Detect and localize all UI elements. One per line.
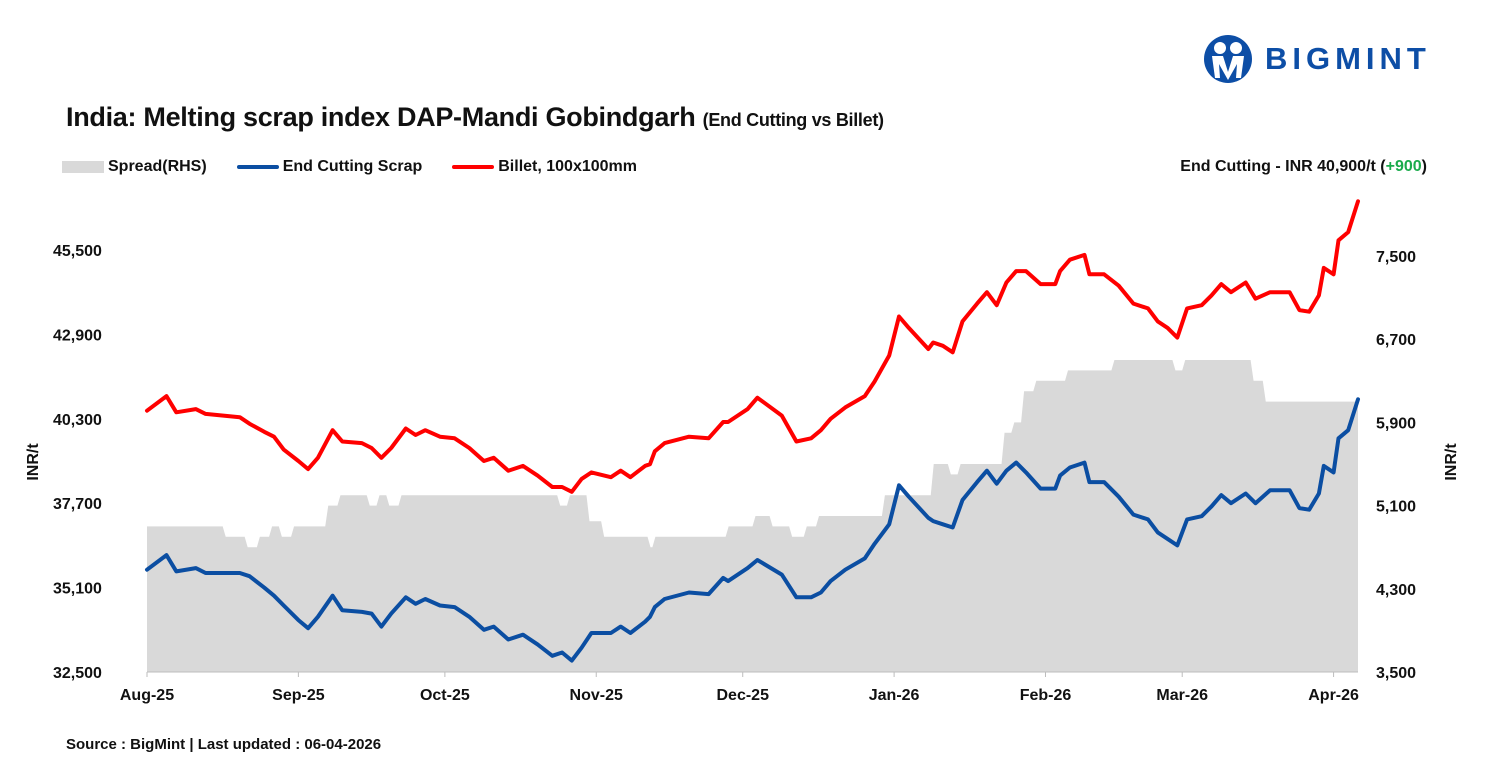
latest-price-label: End Cutting - INR 40,900/t ( (1180, 158, 1386, 175)
latest-price-change: +900 (1385, 158, 1422, 175)
y-tick-label-left: 37,700 (53, 496, 102, 513)
title-main: India: Melting scrap index DAP-Mandi Gob… (66, 102, 696, 132)
y-tick-label-left: 35,100 (53, 581, 102, 598)
x-tick-label: Aug-25 (120, 687, 174, 704)
y-tick-label-right: 5,100 (1376, 499, 1416, 516)
x-tick-label: Dec-25 (716, 687, 769, 704)
y-axis-label-right: INR/t (1443, 443, 1460, 481)
latest-price-close: ) (1421, 158, 1427, 175)
y-tick-label-left: 42,900 (53, 327, 102, 344)
y-tick-label-left: 40,300 (53, 412, 102, 429)
billet-line (145, 199, 1360, 494)
title-subtitle: (End Cutting vs Billet) (702, 110, 884, 130)
legend-swatch-scrap (236, 165, 279, 169)
x-tick-label: Apr-26 (1308, 687, 1359, 704)
y-axis-label-left: INR/t (25, 443, 42, 481)
legend-swatch-spread (62, 161, 104, 173)
legend: Spread(RHS) End Cutting Scrap Billet, 10… (62, 158, 667, 176)
chart-title: India: Melting scrap index DAP-Mandi Gob… (66, 102, 884, 133)
legend-item-billet: Billet, 100x100mm (452, 158, 637, 176)
y-tick-label-right: 6,700 (1376, 332, 1416, 349)
y-tick-label-right: 5,900 (1376, 415, 1416, 432)
y-tick-label-right: 7,500 (1376, 249, 1416, 266)
legend-item-spread: Spread(RHS) (62, 158, 207, 176)
scrap-line (145, 397, 1360, 663)
y-tick-label-right: 3,500 (1376, 665, 1416, 682)
legend-label-billet: Billet, 100x100mm (498, 158, 637, 175)
y-tick-label-left: 32,500 (53, 665, 102, 682)
series-lines-layer (145, 199, 1360, 663)
bigmint-emblem-icon (1204, 35, 1252, 83)
x-tick-label: Feb-26 (1020, 687, 1072, 704)
source-note: Source : BigMint | Last updated : 06-04-… (66, 736, 382, 753)
spread-area-layer (147, 360, 1358, 672)
x-tick-label: Mar-26 (1156, 687, 1208, 704)
y-tick-label-left: 45,500 (53, 243, 102, 260)
legend-label-spread: Spread(RHS) (108, 158, 207, 175)
x-tick-label: Sep-25 (272, 687, 325, 704)
legend-label-scrap: End Cutting Scrap (282, 158, 423, 175)
y-tick-label-right: 4,300 (1376, 582, 1416, 599)
x-tick-label: Nov-25 (570, 687, 623, 704)
legend-item-scrap: End Cutting Scrap (236, 158, 423, 176)
tick-labels-layer: 32,500 35,100 37,700 40,300 42,900 45,500 3,50… (53, 243, 1416, 704)
legend-swatch-billet (452, 165, 495, 169)
latest-price: End Cutting - INR 40,900/t (+900) (1180, 158, 1427, 176)
bigmint-logo: BIGMINT (1203, 34, 1431, 84)
spread-area (147, 360, 1358, 672)
logo-text: BIGMINT (1265, 41, 1431, 76)
x-tick-label: Jan-26 (869, 687, 920, 704)
x-tick-label: Oct-25 (420, 687, 470, 704)
